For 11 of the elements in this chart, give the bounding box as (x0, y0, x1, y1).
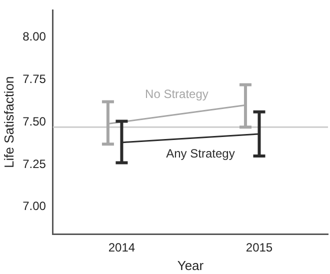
y-tick-label: 7.25 (22, 156, 46, 171)
y-tick-label: 7.50 (22, 114, 46, 128)
y-tick-label: 8.00 (22, 30, 46, 44)
x-axis-title: Year (177, 258, 204, 273)
x-tick-label: 2014 (108, 240, 136, 255)
x-tick-label: 2015 (246, 240, 273, 255)
y-axis-title: Life Satisfaction (1, 76, 16, 168)
series-label: Any Strategy (166, 146, 235, 161)
y-tick-label: 7.75 (22, 72, 46, 86)
series-label: No Strategy (145, 86, 208, 101)
y-tick-label: 7.00 (22, 199, 46, 214)
